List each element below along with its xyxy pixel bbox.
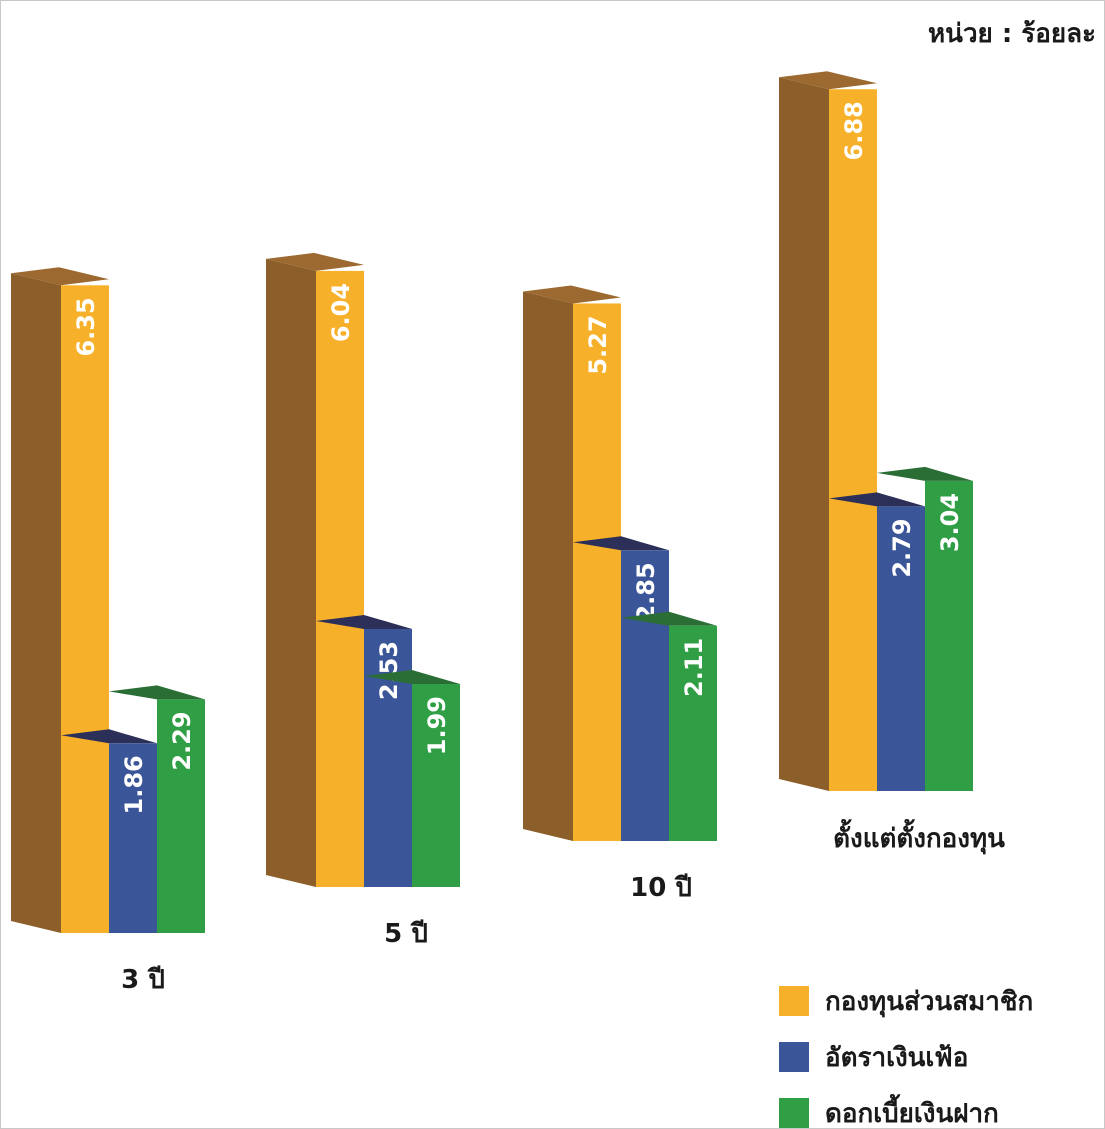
- bar-since-inception-inflation: [877, 506, 925, 791]
- category-label-5y: 5 ปี: [384, 919, 428, 949]
- bar-top-10y-inflation: [573, 536, 669, 551]
- bar-top-3y-inflation: [61, 729, 157, 744]
- value-label-10y-member-fund: 5.27: [584, 315, 612, 374]
- unit-label: หน่วย : ร้อยละ: [928, 19, 1096, 49]
- bar-side-since-inception: [779, 77, 829, 792]
- legend-item-inflation: อัตราเงินเฟ้อ: [779, 1037, 1033, 1077]
- value-label-since-inception-deposit-rate: 3.04: [936, 493, 964, 552]
- value-label-3y-inflation: 1.86: [120, 755, 148, 814]
- legend-swatch-deposit-rate: [779, 1098, 809, 1128]
- legend-swatch-inflation: [779, 1042, 809, 1072]
- bar-top-5y-member-fund: [266, 252, 364, 271]
- value-label-10y-deposit-rate: 2.11: [680, 638, 708, 697]
- bar-top-since-inception-member-fund: [779, 71, 877, 90]
- value-label-5y-member-fund: 6.04: [327, 283, 355, 342]
- value-label-since-inception-member-fund: 6.88: [840, 101, 868, 160]
- value-label-5y-inflation: 2.53: [375, 641, 403, 700]
- legend-label-member-fund: กองทุนส่วนสมาชิก: [825, 986, 1034, 1017]
- legend-label-inflation: อัตราเงินเฟ้อ: [825, 1042, 969, 1073]
- category-label-since-inception: ตั้งแต่ตั้งกองทุน: [833, 824, 1005, 854]
- bar-top-3y-member-fund: [11, 267, 109, 286]
- category-label-10y: 10 ปี: [630, 873, 692, 903]
- value-label-5y-deposit-rate: 1.99: [423, 696, 451, 755]
- bar-3y-deposit-rate: [157, 699, 205, 933]
- legend: กองทุนส่วนสมาชิก อัตราเงินเฟ้อ ดอกเบี้ยเ…: [779, 981, 1033, 1129]
- value-label-10y-inflation: 2.85: [632, 562, 660, 621]
- bar-5y-deposit-rate: [412, 684, 460, 887]
- legend-item-member-fund: กองทุนส่วนสมาชิก: [779, 981, 1033, 1021]
- bar-top-10y-deposit-rate: [621, 611, 717, 626]
- bar-top-since-inception-deposit-rate: [877, 466, 973, 481]
- bar-top-3y-deposit-rate: [109, 685, 205, 700]
- bar-top-5y-inflation: [316, 614, 412, 629]
- value-label-3y-deposit-rate: 2.29: [168, 711, 196, 770]
- bar-side-10y: [523, 291, 573, 842]
- value-label-since-inception-inflation: 2.79: [888, 518, 916, 577]
- bar-10y-deposit-rate: [669, 625, 717, 841]
- bar-3y-member-fund: [61, 285, 109, 933]
- bar-since-inception-deposit-rate: [925, 480, 973, 791]
- bar-10y-inflation: [621, 550, 669, 841]
- value-label-3y-member-fund: 6.35: [72, 297, 100, 356]
- bar-3y-inflation: [109, 743, 157, 933]
- bar-top-10y-member-fund: [523, 285, 621, 304]
- bar-10y-member-fund: [573, 303, 621, 842]
- bar-side-3y: [11, 273, 61, 933]
- legend-label-deposit-rate: ดอกเบี้ยเงินฝาก: [825, 1098, 999, 1129]
- bar-side-5y: [266, 258, 316, 887]
- bar-top-since-inception-inflation: [829, 492, 925, 507]
- category-label-3y: 3 ปี: [121, 965, 165, 995]
- bar-top-5y-deposit-rate: [364, 670, 460, 685]
- legend-swatch-member-fund: [779, 986, 809, 1016]
- bar-5y-member-fund: [316, 270, 364, 887]
- legend-item-deposit-rate: ดอกเบี้ยเงินฝาก: [779, 1093, 1033, 1129]
- bar-since-inception-member-fund: [829, 89, 877, 792]
